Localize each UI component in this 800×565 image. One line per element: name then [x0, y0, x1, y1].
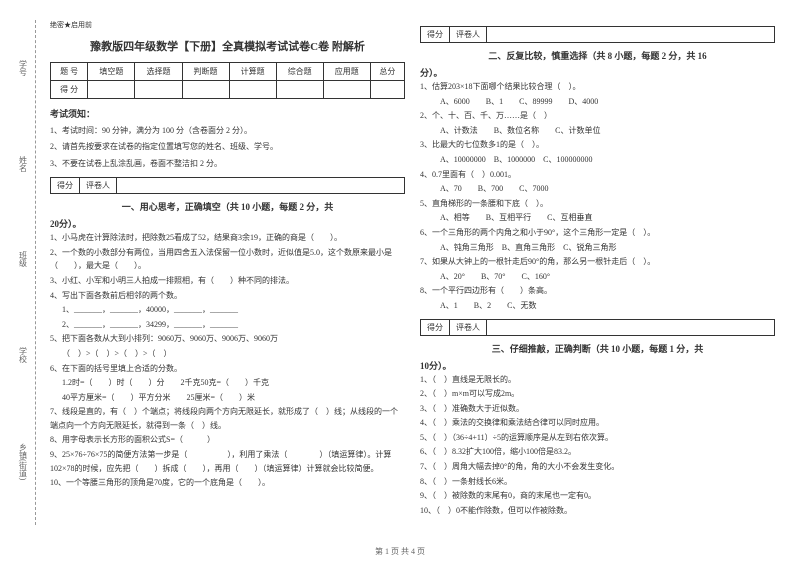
q2-7: 7、如果从大钟上的一根针走后90°的角，那么另一根针走后（ ）。 — [420, 255, 775, 269]
th-fill: 填空题 — [88, 63, 135, 81]
section2-title: 二、反复比较，慎重选择（共 8 小题，每题 2 分，共 16 — [420, 49, 775, 62]
q1-8: 8、用字母表示长方形的面积公式S=（ ） — [50, 433, 405, 447]
q2-list: 1、估算203×18下面哪个结果比较合理（ ）。 A、6000 B、1 C、89… — [420, 80, 775, 313]
reviewer-label-2: 评卷人 — [450, 27, 487, 42]
scorer-box: 得分 评卷人 — [50, 177, 405, 194]
cut-line — [35, 20, 36, 525]
secrecy-mark: 绝密★启用前 — [50, 20, 405, 30]
q2-8o: A、1 B、2 C、无数 — [420, 299, 775, 313]
th-calc: 计算题 — [229, 63, 276, 81]
left-column: 绝密★启用前 豫教版四年级数学【下册】全真模拟考试试卷C卷 附解析 题 号 填空… — [50, 20, 405, 518]
q3-10: 10、（ ）0不能作除数，但可以作被除数。 — [420, 504, 775, 518]
q1-10: 10、一个等腰三角形的顶角是70度，它的一个底角是（ ）。 — [50, 476, 405, 490]
q3-6: 6、（ ）8.32扩大100倍，缩小100倍是83.2。 — [420, 445, 775, 459]
label-name: 姓名 — [18, 156, 29, 172]
section2-cont: 分）。 — [420, 66, 775, 79]
q3-4: 4、（ ）乘法的交换律和乘法结合律可以同时应用。 — [420, 416, 775, 430]
q1-2: 2、一个数的小数部分有两位，当用四舍五入法保留一位小数时，近似值是5.0，这个数… — [50, 246, 405, 273]
notice-title: 考试须知： — [50, 107, 405, 120]
section3-title: 三、仔细推敲，正确判断（共 10 小题，每题 1 分，共 — [420, 342, 775, 355]
q1-9: 9、25×76÷76×75的简便方法第一步是（ ），利用了乘法（ ）（填运算律）… — [50, 448, 405, 475]
q1-4: 4、写出下面各数前后相邻的两个数。 — [50, 289, 405, 303]
q2-3o: A、10000000 B、1000000 C、100000000 — [420, 153, 775, 167]
q2-1o: A、6000 B、1 C、89999 D、4000 — [420, 95, 775, 109]
q2-5o: A、相等 B、互相平行 C、互相垂直 — [420, 211, 775, 225]
q3-8: 8、（ ）一条射线长6米。 — [420, 475, 775, 489]
q2-5: 5、直角梯形的一条腰和下底（ ）。 — [420, 197, 775, 211]
label-school: 学校 — [18, 347, 29, 363]
label-class: 班级 — [18, 251, 29, 267]
scorer-box-2: 得分 评卷人 — [420, 26, 775, 43]
th-total: 总分 — [370, 63, 404, 81]
q2-4: 4、0.7里面有（ ）0.001。 — [420, 168, 775, 182]
binding-labels: 学号 姓名 班级 学校 乡镇(街道) — [8, 20, 38, 520]
q1-7: 7、线段是直的，有（ ）个端点；将线段向两个方向无限延长，就形成了（ ）线；从线… — [50, 405, 405, 432]
reviewer-label: 评卷人 — [80, 178, 117, 193]
reviewer-label-3: 评卷人 — [450, 320, 487, 335]
q1-5: 5、把下面各数从大到小排列：9060万、9060万、9006万、9060万 — [50, 332, 405, 346]
section1-title: 一、用心思考，正确填空（共 10 小题，每题 2 分，共 — [50, 200, 405, 213]
th-comp: 综合题 — [276, 63, 323, 81]
q2-6o: A、钝角三角形 B、直角三角形 C、锐角三角形 — [420, 241, 775, 255]
q2-1: 1、估算203×18下面哪个结果比较合理（ ）。 — [420, 80, 775, 94]
q3-2: 2、（ ）m×m可以写成2m。 — [420, 387, 775, 401]
q1-1: 1、小马虎在计算除法时，把除数25看成了52，结果商3余19，正确的商是（ ）。 — [50, 231, 405, 245]
q1-5a: （ ）>（ ）>（ ）>（ ） — [50, 347, 405, 361]
q2-2: 2、个、十、百、千、万……是（ ） — [420, 109, 775, 123]
q1-6b: 40平方厘米=（ ）平方分米 25厘米=（ ）米 — [50, 391, 405, 405]
th-choice: 选择题 — [135, 63, 182, 81]
section3-cont: 10分）。 — [420, 359, 775, 372]
th-app: 应用题 — [323, 63, 370, 81]
q1-6a: 1.2时=（ ）时（ ）分 2千克50克=（ ）千克 — [50, 376, 405, 390]
paper-title: 豫教版四年级数学【下册】全真模拟考试试卷C卷 附解析 — [50, 38, 405, 54]
label-town: 乡镇(街道) — [18, 443, 29, 480]
label-id: 学号 — [18, 60, 29, 76]
q1-3: 3、小红、小军和小明三人拍成一排照相，有（ ）种不同的排法。 — [50, 274, 405, 288]
q3-5: 5、（ ）（36÷4+11）÷5的运算顺序是从左到右依次算。 — [420, 431, 775, 445]
notice-block: 1、考试时间：90 分钟，满分为 100 分（含卷面分 2 分）。 2、请首先按… — [50, 124, 405, 171]
notice-1: 1、考试时间：90 分钟，满分为 100 分（含卷面分 2 分）。 — [50, 124, 405, 138]
th-judge: 判断题 — [182, 63, 229, 81]
right-column: 得分 评卷人 二、反复比较，慎重选择（共 8 小题，每题 2 分，共 16 分）… — [420, 20, 775, 518]
q3-3: 3、（ ）准确数大于近似数。 — [420, 402, 775, 416]
q2-3: 3、比最大的七位数多1的是（ ）。 — [420, 138, 775, 152]
q3-9: 9、（ ）被除数的末尾有0，商的末尾也一定有0。 — [420, 489, 775, 503]
q3-7: 7、（ ）周角大幅去掉0°的角，角的大小不会发生变化。 — [420, 460, 775, 474]
th-num: 题 号 — [51, 63, 88, 81]
row-score: 得 分 — [51, 81, 88, 99]
q2-8: 8、一个平行四边形有（ ）条高。 — [420, 284, 775, 298]
score-label-3: 得分 — [421, 320, 450, 335]
notice-2: 2、请首先按要求在试卷的指定位置填写您的姓名、班级、学号。 — [50, 140, 405, 154]
notice-3: 3、不要在试卷上乱涂乱画，卷面不整洁扣 2 分。 — [50, 157, 405, 171]
section1-cont: 20分）。 — [50, 217, 405, 230]
score-label: 得分 — [51, 178, 80, 193]
q3-1: 1、（ ）直线是无限长的。 — [420, 373, 775, 387]
q1-list: 1、小马虎在计算除法时，把除数25看成了52，结果商3余19，正确的商是（ ）。… — [50, 231, 405, 490]
q3-list: 1、（ ）直线是无限长的。 2、（ ）m×m可以写成2m。 3、（ ）准确数大于… — [420, 373, 775, 518]
page-footer: 第 1 页 共 4 页 — [0, 546, 800, 557]
q2-4o: A、70 B、700 C、7000 — [420, 182, 775, 196]
score-table: 题 号 填空题 选择题 判断题 计算题 综合题 应用题 总分 得 分 — [50, 62, 405, 99]
q2-7o: A、20° B、70° C、160° — [420, 270, 775, 284]
page-content: 绝密★启用前 豫教版四年级数学【下册】全真模拟考试试卷C卷 附解析 题 号 填空… — [0, 0, 800, 528]
q1-4b: 2、_______，_______，34299，_______，_______ — [50, 318, 405, 332]
q1-4a: 1、_______，_______，40000，_______，_______ — [50, 303, 405, 317]
score-label-2: 得分 — [421, 27, 450, 42]
q2-6: 6、一个三角形的两个内角之和小于90°，这个三角形一定是（ ）。 — [420, 226, 775, 240]
q1-6: 6、在下面的括号里填上合适的分数。 — [50, 362, 405, 376]
q2-2o: A、计数法 B、数位名称 C、计数单位 — [420, 124, 775, 138]
scorer-box-3: 得分 评卷人 — [420, 319, 775, 336]
